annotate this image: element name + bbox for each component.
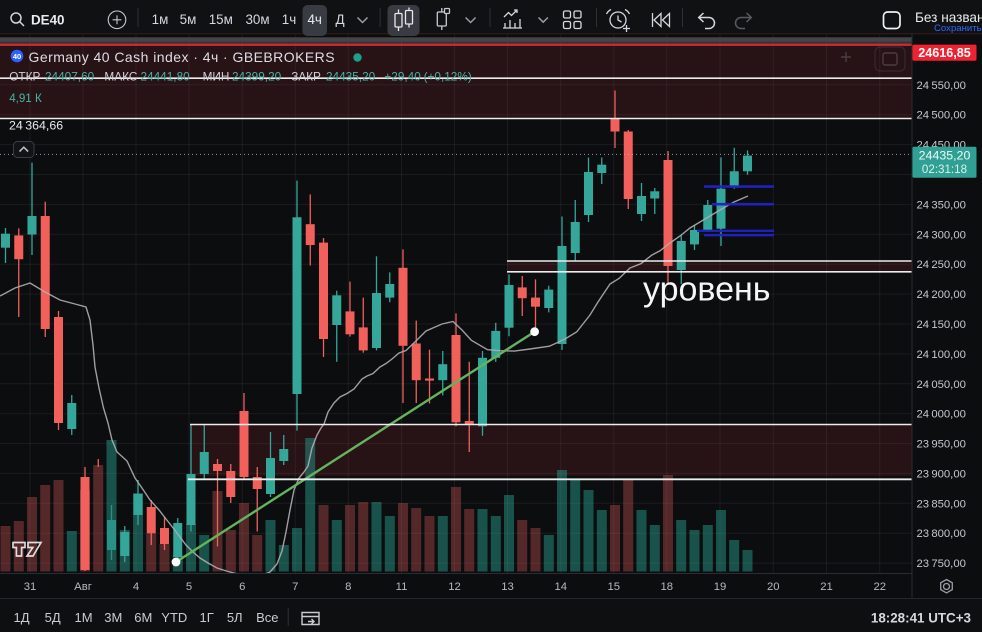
svg-text:5м: 5м — [180, 12, 197, 27]
svg-text:24 250,00: 24 250,00 — [917, 259, 966, 271]
svg-text:24 364,66: 24 364,66 — [9, 119, 63, 133]
svg-text:6: 6 — [239, 581, 245, 593]
svg-text:24616,85: 24616,85 — [918, 46, 971, 60]
svg-text:5Д: 5Д — [45, 610, 61, 625]
svg-text:18: 18 — [660, 581, 673, 593]
svg-text:(+0,12%): (+0,12%) — [424, 70, 472, 84]
svg-text:24441,80: 24441,80 — [141, 70, 191, 84]
svg-text:4: 4 — [133, 581, 139, 593]
svg-text:Germany 40 Cash index · 4ч · G: Germany 40 Cash index · 4ч · GBEBROKERS — [29, 49, 336, 65]
svg-text:Авг: Авг — [74, 581, 92, 593]
svg-text:23 850,00: 23 850,00 — [917, 498, 966, 510]
svg-text:8: 8 — [345, 581, 351, 593]
svg-text:23 950,00: 23 950,00 — [917, 439, 966, 451]
svg-text:ЗАКР: ЗАКР — [291, 70, 321, 84]
svg-text:23 900,00: 23 900,00 — [917, 468, 966, 480]
svg-text:24 500,00: 24 500,00 — [917, 110, 966, 122]
svg-text:1ч: 1ч — [282, 12, 296, 27]
svg-text:Сохранить: Сохранить — [934, 23, 982, 34]
svg-text:+29,40: +29,40 — [384, 70, 421, 84]
svg-text:24435,20: 24435,20 — [919, 148, 971, 162]
svg-text:20: 20 — [767, 581, 780, 593]
svg-text:40: 40 — [13, 52, 21, 61]
svg-text:Д: Д — [335, 12, 344, 27]
svg-text:14: 14 — [554, 581, 567, 593]
svg-text:YTD: YTD — [161, 610, 187, 625]
svg-text:24 200,00: 24 200,00 — [917, 289, 966, 301]
svg-text:4ч: 4ч — [307, 12, 321, 27]
svg-text:24407,60: 24407,60 — [45, 70, 95, 84]
svg-text:ОТКР: ОТКР — [9, 70, 40, 84]
svg-text:23 800,00: 23 800,00 — [917, 528, 966, 540]
svg-text:1м: 1м — [152, 12, 169, 27]
svg-text:31: 31 — [24, 581, 37, 593]
svg-text:24 350,00: 24 350,00 — [917, 199, 966, 211]
svg-text:1Г: 1Г — [200, 610, 214, 625]
svg-text:уровень: уровень — [643, 271, 771, 309]
svg-text:Без назван: Без назван — [915, 10, 982, 25]
svg-text:24 050,00: 24 050,00 — [917, 379, 966, 391]
svg-text:15: 15 — [607, 581, 620, 593]
svg-text:18:28:41 UTC+3: 18:28:41 UTC+3 — [871, 611, 971, 626]
svg-text:4,91 К: 4,91 К — [9, 92, 42, 105]
svg-text:24 550,00: 24 550,00 — [917, 80, 966, 92]
svg-text:15м: 15м — [209, 12, 233, 27]
svg-text:19: 19 — [714, 581, 727, 593]
svg-text:1М: 1М — [74, 610, 92, 625]
svg-text:Все: Все — [256, 610, 278, 625]
svg-text:21: 21 — [820, 581, 833, 593]
svg-text:23 750,00: 23 750,00 — [917, 558, 966, 570]
svg-text:13: 13 — [501, 581, 514, 593]
svg-text:3М: 3М — [104, 610, 122, 625]
svg-text:24 000,00: 24 000,00 — [917, 409, 966, 421]
svg-text:5Л: 5Л — [227, 610, 243, 625]
svg-text:02:31:18: 02:31:18 — [922, 163, 967, 176]
svg-text:12: 12 — [448, 581, 461, 593]
svg-text:11: 11 — [396, 581, 408, 593]
svg-text:30м: 30м — [245, 12, 269, 27]
svg-text:5: 5 — [186, 581, 192, 593]
svg-text:24399,20: 24399,20 — [232, 70, 282, 84]
svg-text:7: 7 — [292, 581, 298, 593]
svg-text:1Д: 1Д — [13, 610, 29, 625]
svg-text:24 100,00: 24 100,00 — [917, 349, 966, 361]
svg-text:6М: 6М — [134, 610, 152, 625]
svg-text:МИН: МИН — [203, 70, 230, 84]
svg-text:22: 22 — [873, 581, 886, 593]
svg-text:МАКС: МАКС — [104, 70, 137, 84]
svg-text:24435,20: 24435,20 — [326, 70, 376, 84]
svg-text:24 150,00: 24 150,00 — [917, 319, 966, 331]
svg-text:DE40: DE40 — [31, 13, 65, 28]
svg-text:24 300,00: 24 300,00 — [917, 229, 966, 241]
